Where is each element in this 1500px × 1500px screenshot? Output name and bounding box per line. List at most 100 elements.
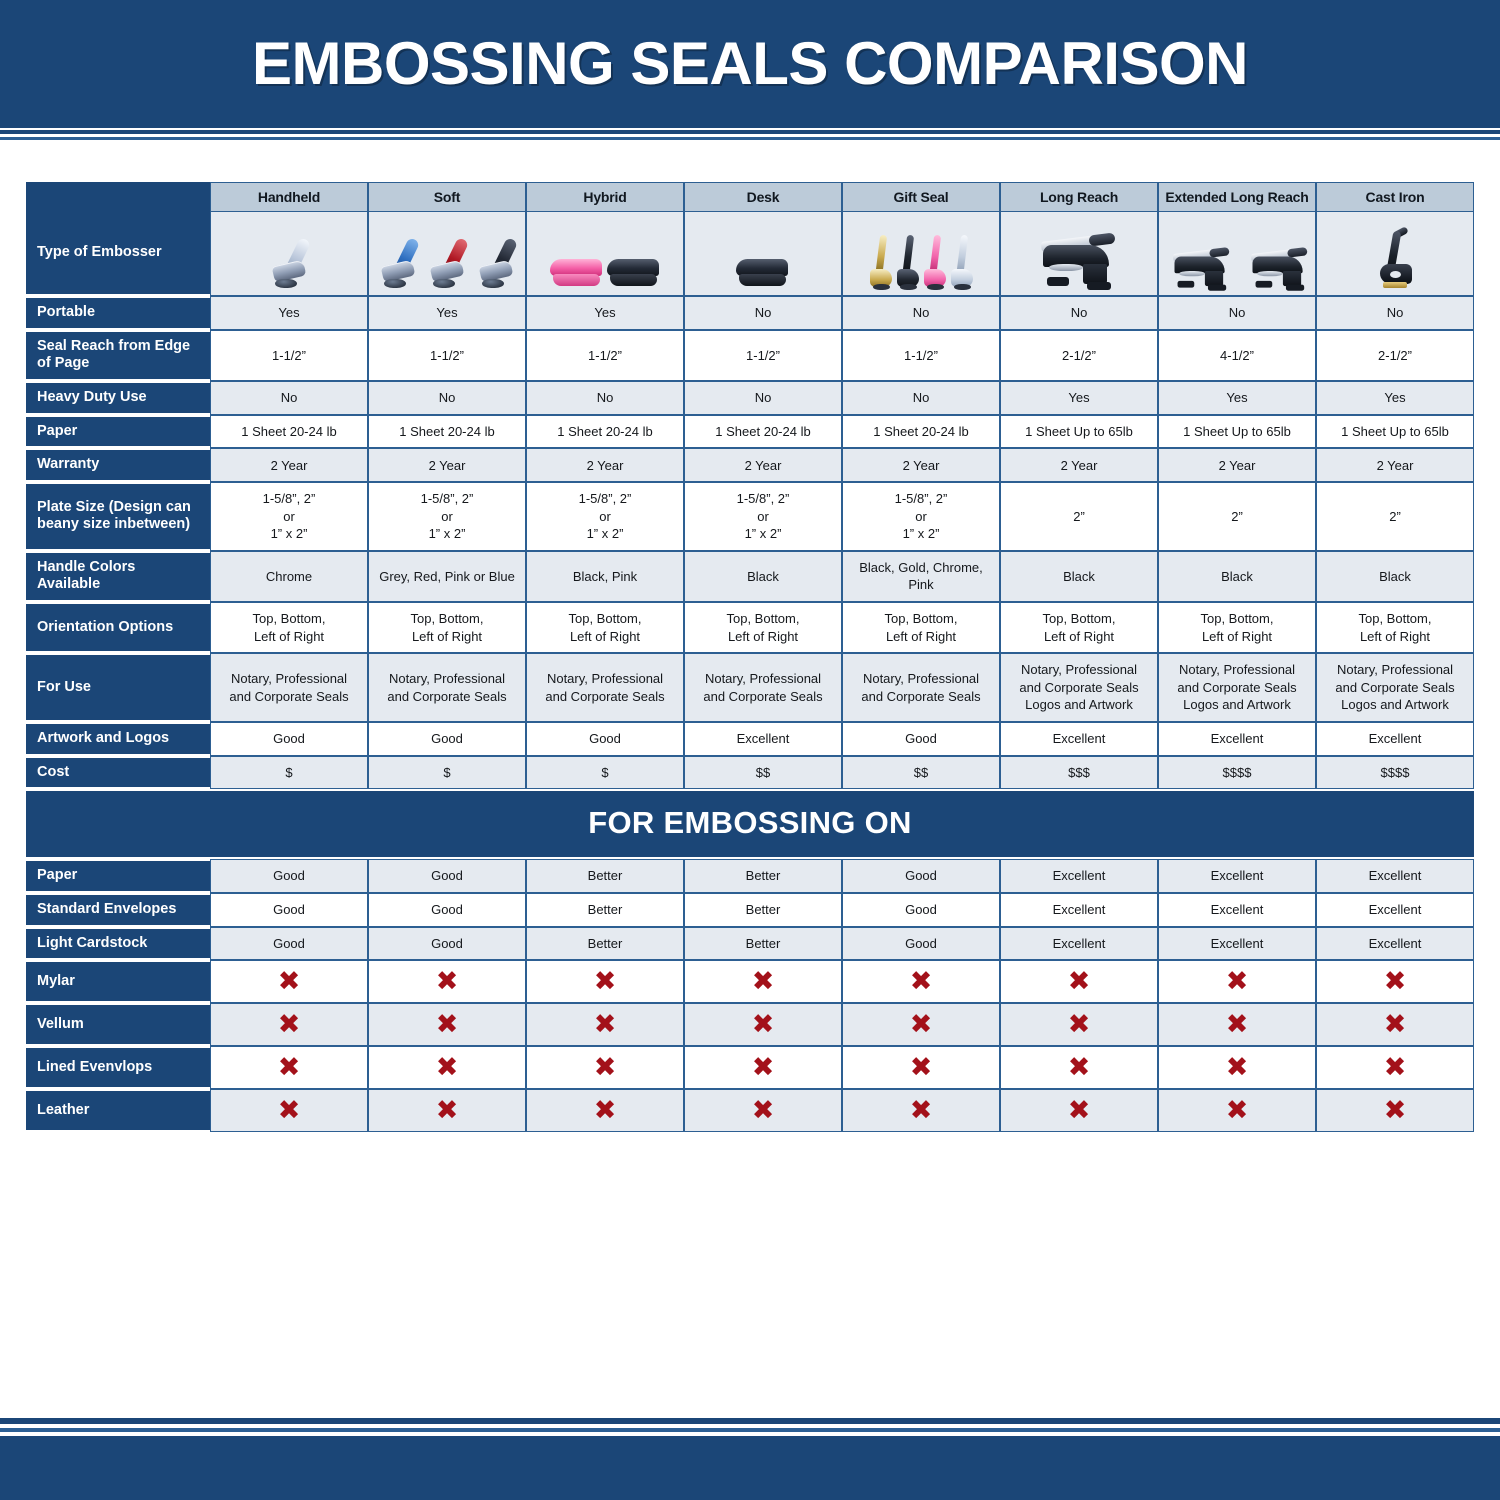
- x-mark-icon: ✖: [1383, 1095, 1407, 1127]
- x-mark-icon: ✖: [909, 1009, 933, 1041]
- cell-cost-gift-seal: $$: [842, 755, 1000, 790]
- x-mark-icon: ✖: [751, 1052, 775, 1084]
- cell-portable-cast-iron: No: [1316, 296, 1474, 330]
- table-row-heavy-duty-use: Heavy Duty Use No No No No No Yes Yes Yes: [26, 381, 1474, 415]
- cell-paper-gift-seal: Good: [842, 859, 1000, 893]
- spec-rows-body: Portable Yes Yes Yes No No No No No Seal Reach fr…: [26, 296, 1474, 790]
- embosser-image-cast-iron: [1316, 212, 1474, 296]
- x-mark-icon: ✖: [277, 1009, 301, 1041]
- x-mark-icon: ✖: [435, 1052, 459, 1084]
- x-mark-icon: ✖: [1225, 966, 1249, 998]
- cell-handle-colors-available-handheld: Chrome: [210, 550, 368, 603]
- hybrid-black-icon: [606, 253, 661, 293]
- cell-paper-gift-seal: 1 Sheet 20-24 lb: [842, 414, 1000, 449]
- cell-standard-envelopes-hybrid: Better: [526, 892, 684, 927]
- cell-orientation-options-hybrid: Top, Bottom, Left of Right: [526, 602, 684, 654]
- table-row-mylar: Mylar ✖ ✖ ✖ ✖ ✖ ✖ ✖ ✖: [26, 960, 1474, 1004]
- column-header-gift-seal: Gift Seal: [842, 182, 1000, 212]
- cell-vellum-handheld: ✖: [210, 1003, 368, 1047]
- cell-standard-envelopes-soft: Good: [368, 892, 526, 927]
- cell-cost-handheld: $: [210, 755, 368, 790]
- footer-rule-thick: [0, 1418, 1500, 1424]
- hybrid-pink-icon: [549, 253, 604, 293]
- cell-warranty-handheld: 2 Year: [210, 448, 368, 483]
- cell-for-use-gift-seal: Notary, Professional and Corporate Seals: [842, 653, 1000, 722]
- cell-lined-evenvlops-hybrid: ✖: [526, 1046, 684, 1090]
- cell-leather-hybrid: ✖: [526, 1089, 684, 1133]
- cell-heavy-duty-use-long-reach: Yes: [1000, 381, 1158, 415]
- cell-plate-size-design-can-beany-size-inbetween-desk: 1-5/8”, 2” or 1” x 2”: [684, 482, 842, 551]
- cell-handle-colors-available-gift-seal: Black, Gold, Chrome, Pink: [842, 550, 1000, 603]
- embossing-rows-body: Paper Good Good Better Better Good Excellent Ex…: [26, 859, 1474, 1133]
- cell-paper-hybrid: Better: [526, 859, 684, 893]
- cell-mylar-long-reach: ✖: [1000, 960, 1158, 1004]
- table-row-type-of-embosser: Type of Embosser: [26, 212, 1474, 296]
- column-header-long-reach: Long Reach: [1000, 182, 1158, 212]
- x-mark-icon: ✖: [1225, 1095, 1249, 1127]
- cell-warranty-soft: 2 Year: [368, 448, 526, 483]
- embosser-image-long-reach: [1000, 212, 1158, 296]
- row-label-handle-colors-available: Handle Colors Available: [26, 550, 210, 603]
- row-label-heavy-duty-use: Heavy Duty Use: [26, 381, 210, 415]
- cell-standard-envelopes-handheld: Good: [210, 892, 368, 927]
- cell-plate-size-design-can-beany-size-inbetween-long-reach: 2”: [1000, 482, 1158, 551]
- cell-seal-reach-from-edge-of-page-cast-iron: 2-1/2”: [1316, 329, 1474, 382]
- cell-mylar-hybrid: ✖: [526, 960, 684, 1004]
- cell-seal-reach-from-edge-of-page-handheld: 1-1/2”: [210, 329, 368, 382]
- soft-red-icon: [424, 236, 470, 293]
- x-mark-icon: ✖: [593, 966, 617, 998]
- cell-for-use-long-reach: Notary, Professional and Corporate Seals L…: [1000, 653, 1158, 722]
- cell-leather-soft: ✖: [368, 1089, 526, 1133]
- cell-paper-desk: 1 Sheet 20-24 lb: [684, 414, 842, 449]
- cast-iron-seal-icon: [1374, 225, 1416, 293]
- row-label-orientation-options: Orientation Options: [26, 602, 210, 654]
- x-mark-icon: ✖: [277, 966, 301, 998]
- cell-warranty-extended-long-reach: 2 Year: [1158, 448, 1316, 483]
- x-mark-icon: ✖: [277, 1052, 301, 1084]
- row-label-portable: Portable: [26, 296, 210, 330]
- cell-standard-envelopes-extended-long-reach: Excellent: [1158, 892, 1316, 927]
- embosser-image-hybrid: [526, 212, 684, 296]
- cell-standard-envelopes-cast-iron: Excellent: [1316, 892, 1474, 927]
- row-label-type-of-embosser: Type of Embosser: [26, 212, 210, 296]
- cell-warranty-desk: 2 Year: [684, 448, 842, 483]
- cell-vellum-desk: ✖: [684, 1003, 842, 1047]
- cell-cost-soft: $: [368, 755, 526, 790]
- x-mark-icon: ✖: [1067, 1095, 1091, 1127]
- cell-seal-reach-from-edge-of-page-extended-long-reach: 4-1/2”: [1158, 329, 1316, 382]
- cell-cost-long-reach: $$$: [1000, 755, 1158, 790]
- table-corner-cell: [26, 182, 210, 212]
- cell-portable-desk: No: [684, 296, 842, 330]
- row-label-for-use: For Use: [26, 653, 210, 722]
- x-mark-icon: ✖: [593, 1095, 617, 1127]
- cell-lined-evenvlops-cast-iron: ✖: [1316, 1046, 1474, 1090]
- table-row-paper: Paper Good Good Better Better Good Excellent Ex…: [26, 859, 1474, 893]
- cell-paper-soft: 1 Sheet 20-24 lb: [368, 414, 526, 449]
- cell-orientation-options-cast-iron: Top, Bottom, Left of Right: [1316, 602, 1474, 654]
- handheld-chrome-icon: [266, 236, 312, 293]
- cell-artwork-and-logos-long-reach: Excellent: [1000, 721, 1158, 756]
- cell-light-cardstock-hybrid: Better: [526, 926, 684, 961]
- comparison-table-wrapper: Handheld Soft Hybrid Desk Gift Seal Long…: [26, 182, 1474, 1133]
- cell-mylar-desk: ✖: [684, 960, 842, 1004]
- x-mark-icon: ✖: [1067, 1009, 1091, 1041]
- cell-for-use-handheld: Notary, Professional and Corporate Seals: [210, 653, 368, 722]
- cell-portable-long-reach: No: [1000, 296, 1158, 330]
- x-mark-icon: ✖: [1383, 1009, 1407, 1041]
- cell-vellum-gift-seal: ✖: [842, 1003, 1000, 1047]
- cell-orientation-options-long-reach: Top, Bottom, Left of Right: [1000, 602, 1158, 654]
- column-header-cast-iron: Cast Iron: [1316, 182, 1474, 212]
- cell-portable-gift-seal: No: [842, 296, 1000, 330]
- cell-cost-extended-long-reach: $$$$: [1158, 755, 1316, 790]
- cell-leather-cast-iron: ✖: [1316, 1089, 1474, 1133]
- cell-plate-size-design-can-beany-size-inbetween-cast-iron: 2”: [1316, 482, 1474, 551]
- cell-leather-gift-seal: ✖: [842, 1089, 1000, 1133]
- cell-artwork-and-logos-cast-iron: Excellent: [1316, 721, 1474, 756]
- cell-cost-hybrid: $: [526, 755, 684, 790]
- gift-seal-chrome-icon: [950, 234, 974, 293]
- cell-standard-envelopes-gift-seal: Good: [842, 892, 1000, 927]
- cell-portable-soft: Yes: [368, 296, 526, 330]
- x-mark-icon: ✖: [1225, 1009, 1249, 1041]
- cell-lined-evenvlops-desk: ✖: [684, 1046, 842, 1090]
- cell-for-use-desk: Notary, Professional and Corporate Seals: [684, 653, 842, 722]
